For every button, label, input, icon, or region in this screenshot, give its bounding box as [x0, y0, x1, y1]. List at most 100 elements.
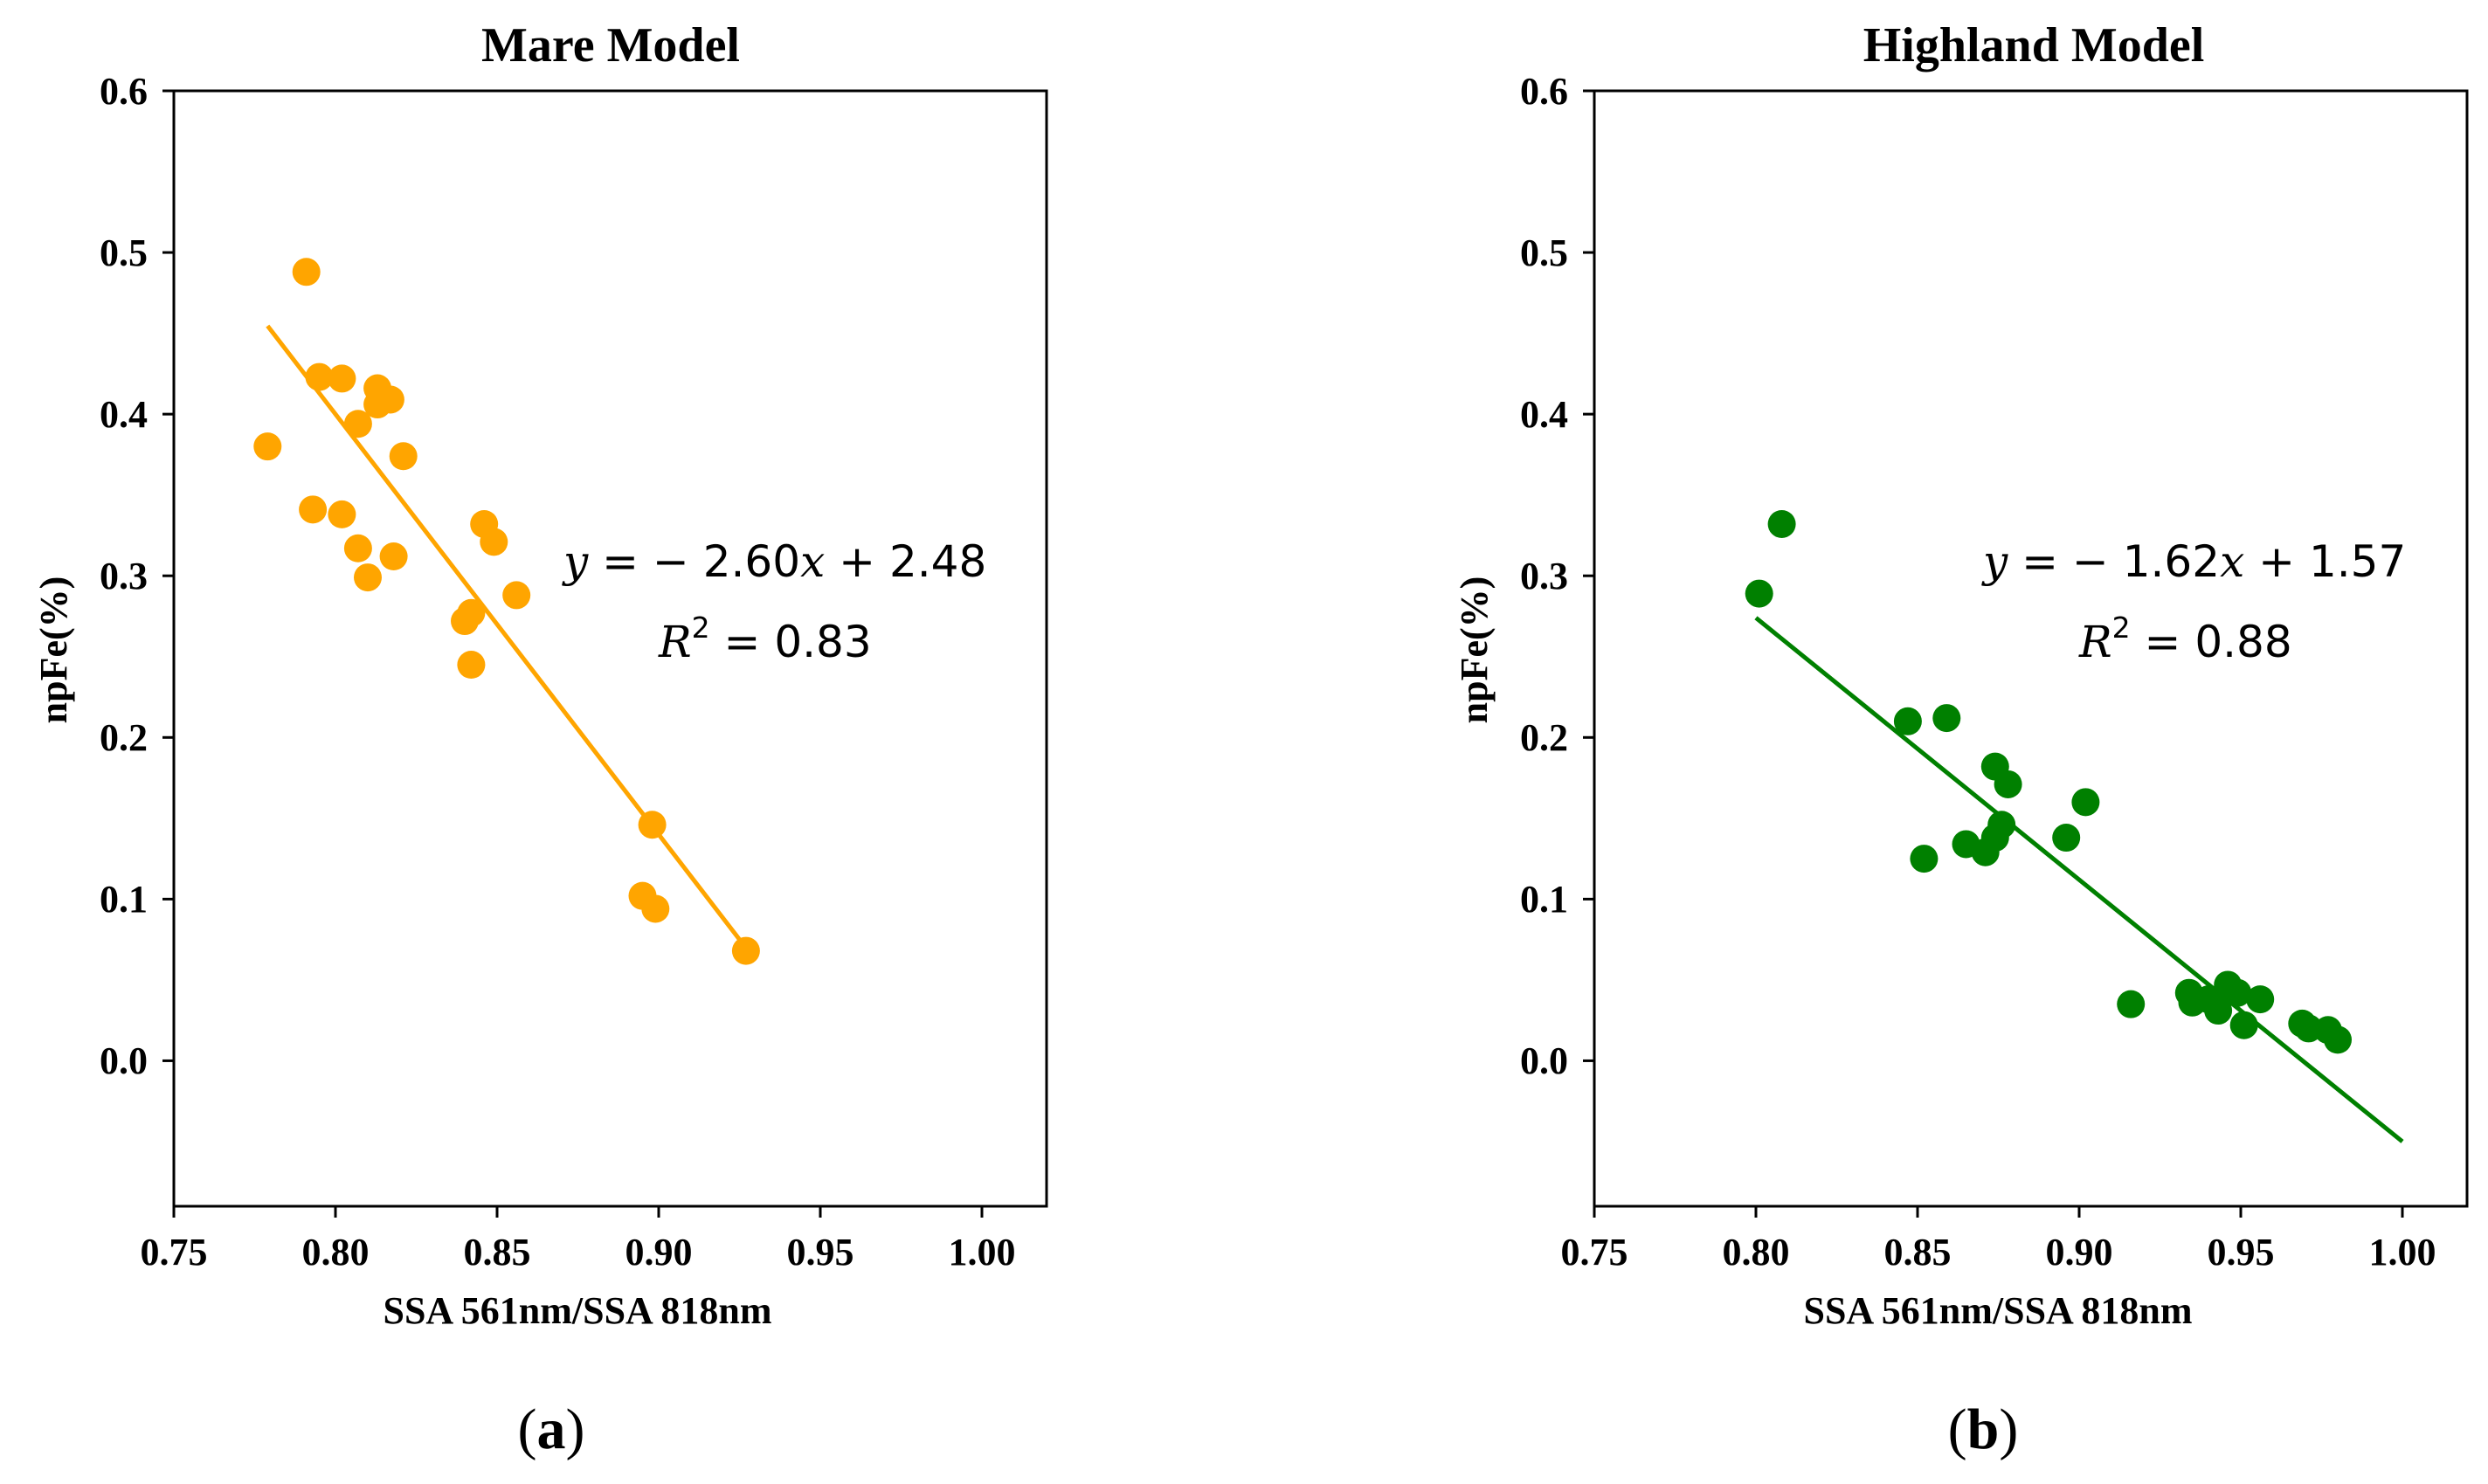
r2-symbol: R: [2078, 617, 2112, 667]
y-tick-label: 0.1: [1520, 878, 1568, 921]
y-tick-label: 0.6: [100, 70, 148, 113]
equation-y: y: [562, 536, 589, 587]
x-tick-label: 0.75: [1561, 1231, 1628, 1273]
y-tick-label: 0.4: [100, 393, 148, 436]
data-point: [1987, 811, 2016, 839]
panel-label: (b): [1948, 1398, 2019, 1461]
data-point: [343, 534, 372, 563]
y-tick-label: 0.5: [1520, 231, 1568, 274]
y-tick-label: 0.6: [1520, 70, 1568, 113]
r2-superscript: 2: [692, 611, 710, 645]
x-axis-label: SSA 561nm/SSA 818nm: [1803, 1289, 2192, 1332]
x-axis-label: SSA 561nm/SSA 818nm: [383, 1289, 771, 1332]
chart-title: Mare Model: [481, 18, 740, 72]
x-tick-label: 0.90: [2046, 1231, 2113, 1273]
equation-slope: = − 2.60: [588, 536, 800, 587]
svg-text:y = − 2.60x + 2.48: y = − 2.60x + 2.48: [562, 536, 986, 587]
y-tick-labels: 0.0 0.1 0.2 0.3 0.4 0.5 0.6: [100, 70, 148, 1082]
data-point: [253, 432, 282, 461]
y-tick-label: 0.3: [1520, 555, 1568, 597]
chart-title: Highland Model: [1863, 18, 2205, 72]
data-point: [1767, 509, 1796, 538]
data-point: [457, 598, 486, 627]
x-tick-label: 1.00: [2369, 1231, 2436, 1273]
data-point: [379, 542, 408, 571]
data-point: [1910, 845, 1939, 873]
y-tick-label: 0.2: [100, 716, 148, 759]
y-tick-label: 0.3: [100, 555, 148, 597]
x-tick-label: 0.80: [1723, 1231, 1790, 1273]
equation-y: y: [1981, 536, 2008, 587]
y-tick-label: 0.0: [1520, 1039, 1568, 1082]
panel-letter: a: [537, 1398, 566, 1461]
data-point: [1994, 770, 2022, 798]
x-tick-labels: 0.75 0.80 0.85 0.90 0.95 1.00: [1561, 1231, 2436, 1273]
y-axis-label: npFe(%): [32, 576, 75, 724]
axes-frame: [172, 89, 1048, 1208]
equation-intercept: + 1.57: [2244, 536, 2406, 587]
data-point: [2052, 824, 2081, 852]
data-point: [638, 811, 667, 839]
axes-frame: [1593, 89, 2469, 1208]
data-point: [2223, 978, 2252, 1007]
equation-intercept: + 2.48: [825, 536, 986, 587]
svg-text:y = − 1.62x + 1.57: y = − 1.62x + 1.57: [1981, 536, 2406, 587]
r2-superscript: 2: [2112, 611, 2131, 645]
equation-slope: = − 1.62: [2008, 536, 2220, 587]
x-tick-label: 0.85: [1884, 1231, 1952, 1273]
y-tick-label: 0.4: [1520, 393, 1568, 436]
data-point: [343, 410, 372, 438]
data-point: [2229, 1011, 2258, 1039]
data-point: [2117, 990, 2146, 1018]
data-point: [731, 936, 760, 965]
r2-symbol: R: [658, 617, 692, 667]
data-point: [305, 362, 334, 391]
fit-equation: y = − 1.62x + 1.57 R2 = 0.88: [1981, 536, 2406, 667]
data-point: [354, 563, 382, 592]
chart-highland: Highland Model 0.0 0.1 0.2 0.3 0.4 0.5 0…: [1453, 18, 2469, 1461]
svg-text:R2 = 0.83: R2 = 0.83: [658, 611, 872, 667]
data-point: [457, 651, 486, 680]
y-tick-label: 0.5: [100, 231, 148, 274]
regression-line: [1754, 616, 2404, 1143]
panel-label: (a): [518, 1398, 585, 1461]
x-tick-label: 0.95: [787, 1231, 854, 1273]
data-point: [2324, 1025, 2352, 1054]
data-point: [376, 385, 404, 414]
data-point: [328, 364, 356, 393]
data-point: [480, 528, 508, 556]
x-tick-label: 0.80: [302, 1231, 370, 1273]
svg-text:R2 = 0.88: R2 = 0.88: [2078, 611, 2292, 667]
y-tick-label: 0.0: [100, 1039, 148, 1082]
equation-x: x: [2220, 536, 2244, 587]
data-point: [299, 495, 328, 524]
data-point: [292, 258, 321, 286]
x-tick-label: 0.90: [625, 1231, 693, 1273]
r2-value: = 0.88: [2131, 617, 2292, 667]
y-axis-label: npFe(%): [1453, 576, 1496, 724]
chart-mare: Mare Model 0.0 0.1 0.2 0.3 0.4 0.5 0.6 0…: [32, 18, 1048, 1461]
x-tick-label: 1.00: [949, 1231, 1016, 1273]
data-point: [502, 581, 531, 610]
y-tick-label: 0.2: [1520, 716, 1568, 759]
data-point: [2204, 997, 2233, 1025]
data-point: [641, 894, 670, 923]
data-point: [2071, 788, 2100, 817]
plot-area: [1583, 89, 2469, 1218]
y-tick-label: 0.1: [100, 878, 148, 921]
x-tick-labels: 0.75 0.80 0.85 0.90 0.95 1.00: [141, 1231, 1016, 1273]
r2-value: = 0.83: [710, 617, 872, 667]
data-point: [1932, 704, 1961, 733]
y-tick-labels: 0.0 0.1 0.2 0.3 0.4 0.5 0.6: [1520, 70, 1568, 1082]
x-tick-label: 0.95: [2208, 1231, 2275, 1273]
x-tick-label: 0.85: [464, 1231, 531, 1273]
data-point: [2246, 985, 2275, 1014]
data-point: [389, 442, 418, 471]
panel-letter: b: [1967, 1398, 2000, 1461]
equation-x: x: [800, 536, 825, 587]
plot-area: [162, 89, 1048, 1218]
data-point: [1745, 579, 1773, 608]
data-point: [328, 500, 356, 528]
fit-equation: y = − 2.60x + 2.48 R2 = 0.83: [562, 536, 986, 667]
